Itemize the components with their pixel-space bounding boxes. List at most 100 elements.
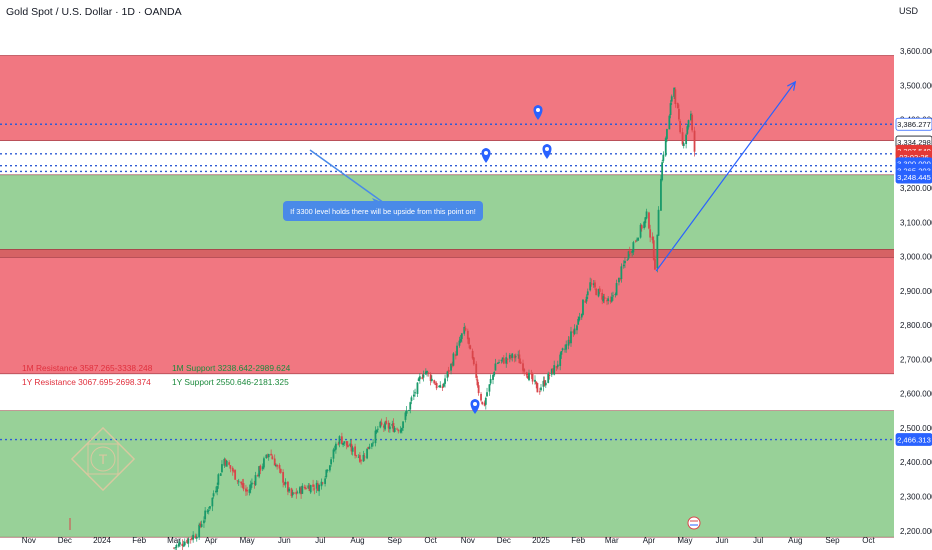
candle-body [442, 383, 445, 387]
candle-body [556, 364, 559, 367]
candle-body [405, 410, 408, 414]
callout-pointer [309, 149, 385, 204]
candle-body [536, 382, 539, 393]
candle-body [174, 547, 177, 549]
candle-body [257, 475, 259, 477]
candle-body [576, 325, 578, 331]
candle-body [211, 497, 214, 507]
candle-body [540, 387, 542, 391]
candle-body [221, 464, 223, 473]
candle-body [295, 491, 298, 495]
candle-body [338, 436, 341, 444]
candle-body [480, 393, 482, 401]
candle-body [656, 234, 659, 269]
candle-body [615, 283, 618, 296]
candle-body [492, 374, 494, 380]
y-tick-label: 2,800.000 [900, 321, 932, 330]
candle-body [631, 251, 634, 253]
candle-body [357, 456, 360, 458]
candle-body [460, 333, 463, 339]
candle-body [612, 295, 614, 297]
candle-body [392, 423, 395, 432]
candle-body [402, 421, 404, 428]
candle-body [501, 357, 504, 360]
location-pin-icon [481, 148, 491, 163]
candle-body [414, 392, 416, 394]
candle-body [345, 441, 348, 446]
candle-body [686, 126, 689, 134]
candle-body [568, 340, 571, 343]
candle-body [199, 523, 202, 527]
candle-body [669, 103, 672, 115]
candle-body [194, 535, 197, 539]
candle-body [452, 353, 455, 366]
price-badge-text: 2,466.313 [897, 436, 931, 445]
candle-body [182, 545, 185, 547]
candle-body [388, 426, 391, 430]
candle-body [324, 478, 326, 484]
y-tick-label: 3,000.000 [900, 253, 932, 262]
candle-body [355, 455, 358, 457]
candle-body [483, 402, 486, 406]
watermark-logo-inner [87, 443, 119, 475]
candle-body [362, 454, 365, 462]
candle-body [661, 162, 664, 181]
candle-body [572, 331, 575, 333]
y-tick-label: 2,500.000 [900, 424, 932, 433]
candle-body [228, 462, 231, 465]
candle-body [652, 240, 655, 260]
location-pin-icon [542, 144, 552, 159]
candle-body [219, 473, 222, 476]
candle-body [203, 520, 205, 524]
candle-body [570, 331, 572, 344]
candle-body [224, 459, 227, 466]
location-pin-dot [473, 402, 477, 406]
candle-body [640, 225, 643, 229]
candle-body [360, 460, 362, 462]
candle-body [458, 340, 461, 346]
x-tick-label: Oct [424, 536, 437, 545]
resistance-zone-1m [0, 55, 894, 141]
candle-body [217, 474, 220, 485]
candle-body [173, 547, 175, 549]
zone-label: 1Y Resistance 3067.695-2698.374 [22, 377, 151, 387]
candle-body [372, 442, 374, 444]
candle-body [500, 359, 503, 361]
candle-body [421, 377, 424, 379]
candle-body [282, 472, 285, 483]
candle-body [433, 380, 436, 384]
candle-body [618, 277, 620, 283]
x-tick-label: Mar [605, 536, 619, 545]
candle-body [450, 363, 452, 371]
candle-body [690, 113, 692, 121]
candle-body [488, 384, 491, 392]
candle-body [456, 345, 458, 356]
candle-body [603, 297, 606, 299]
candle-body [660, 178, 662, 211]
candle-body [382, 425, 385, 428]
candle-body [376, 428, 379, 430]
candle-body [471, 350, 474, 359]
candle-body [523, 369, 526, 372]
x-tick-label: Oct [862, 536, 875, 545]
candle-body [350, 443, 353, 452]
candle-body [560, 351, 563, 355]
candle-body [674, 89, 677, 105]
candle-body [506, 358, 509, 360]
candle-body [424, 371, 427, 375]
candle-body [187, 538, 190, 544]
x-tick-label: Jun [716, 536, 729, 545]
candle-body [639, 224, 642, 238]
y-tick-label: 2,300.000 [900, 493, 932, 502]
candle-body [258, 466, 261, 477]
candle-body [278, 465, 281, 469]
candle-body [475, 363, 478, 378]
candle-body [543, 380, 546, 386]
currency-label[interactable]: USD [898, 6, 918, 16]
candle-body [215, 490, 217, 493]
candle-body [380, 422, 383, 425]
candle-body [594, 282, 596, 288]
candle-body [561, 348, 564, 351]
